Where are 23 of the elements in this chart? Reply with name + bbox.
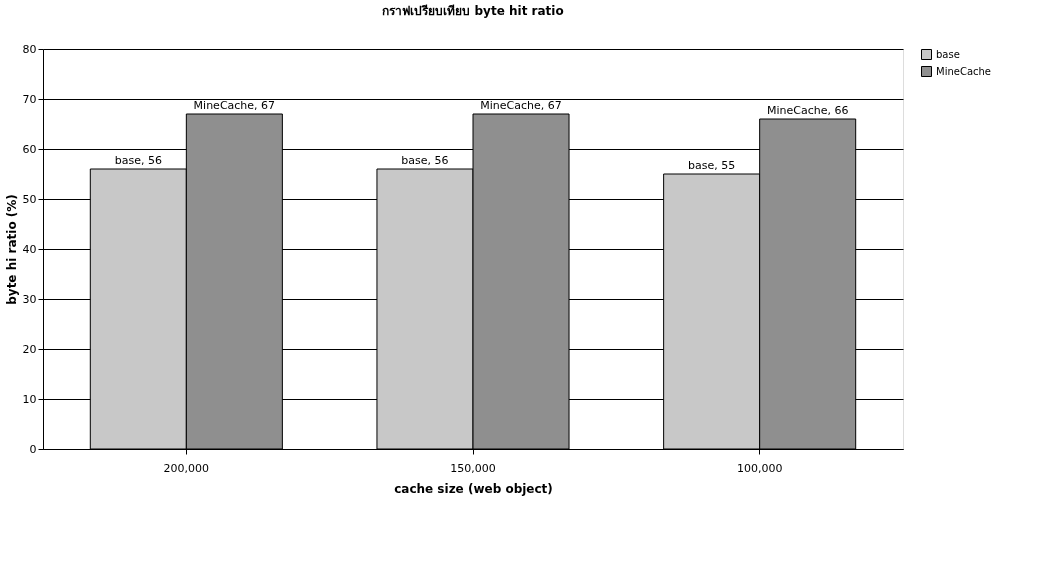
y-tick-label: 30 xyxy=(22,292,37,306)
data-label: MineCache, 67 xyxy=(480,99,562,112)
y-tick-label: 20 xyxy=(22,342,37,356)
y-tick-label: 0 xyxy=(29,442,37,456)
y-tick-label: 80 xyxy=(22,42,37,56)
chart-title: กราฟเปรียบเทียบ byte hit ratio xyxy=(382,4,564,18)
x-tick-label: 200,000 xyxy=(163,461,210,475)
legend-label: MineCache xyxy=(936,65,991,77)
legend-label: base xyxy=(936,48,960,60)
data-label: base, 55 xyxy=(688,159,736,172)
data-label: base, 56 xyxy=(114,154,162,167)
x-axis-title: cache size (web object) xyxy=(394,481,553,496)
data-label: base, 56 xyxy=(401,154,449,167)
y-tick-label: 60 xyxy=(22,142,37,156)
x-tick-label: 100,000 xyxy=(736,461,783,475)
y-axis-title: byte hi ratio (%) xyxy=(4,194,19,305)
y-tick-label: 70 xyxy=(22,92,37,106)
y-tick-label: 40 xyxy=(22,242,37,256)
y-tick-label: 10 xyxy=(22,392,37,406)
data-label: MineCache, 67 xyxy=(193,99,276,112)
y-tick-label: 50 xyxy=(22,192,37,206)
data-label: MineCache, 66 xyxy=(766,104,849,117)
x-tick-label: 150,000 xyxy=(450,461,496,475)
